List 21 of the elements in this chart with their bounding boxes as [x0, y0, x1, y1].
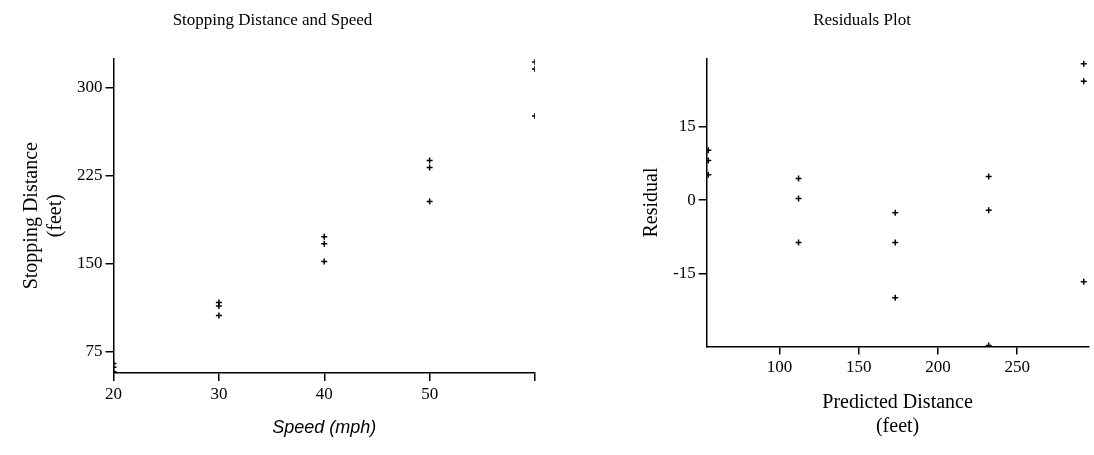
x-tick-label: 150: [846, 357, 872, 377]
y-axis-title: Stopping Distance (feet): [19, 141, 67, 290]
y-tick-label: 225: [77, 165, 103, 185]
y-tick-label: 15: [678, 116, 696, 136]
y-axis-title: Residual: [639, 167, 662, 238]
x-tick-label: 200: [925, 357, 951, 377]
x-tick-label: 100: [766, 357, 793, 377]
y-tick-label: 0: [687, 189, 696, 209]
x-tick-label: 50: [421, 383, 439, 403]
x-axis-title: Predicted Distance (feet): [822, 390, 973, 438]
y-tick-label: 300: [77, 77, 103, 97]
x-tick-label: 20: [105, 383, 122, 403]
chart-title: Residuals Plot: [813, 9, 912, 29]
x-tick-label: 40: [315, 383, 333, 403]
x-tick-label: 250: [1004, 357, 1030, 377]
y-tick-label: 150: [77, 253, 103, 273]
chart-title: Stopping Distance and Speed: [172, 9, 373, 29]
y-tick-label: 75: [85, 341, 103, 361]
x-tick-label: 30: [210, 383, 228, 403]
x-axis-title: Speed (mph): [272, 417, 377, 438]
y-tick-label: -15: [672, 262, 696, 282]
